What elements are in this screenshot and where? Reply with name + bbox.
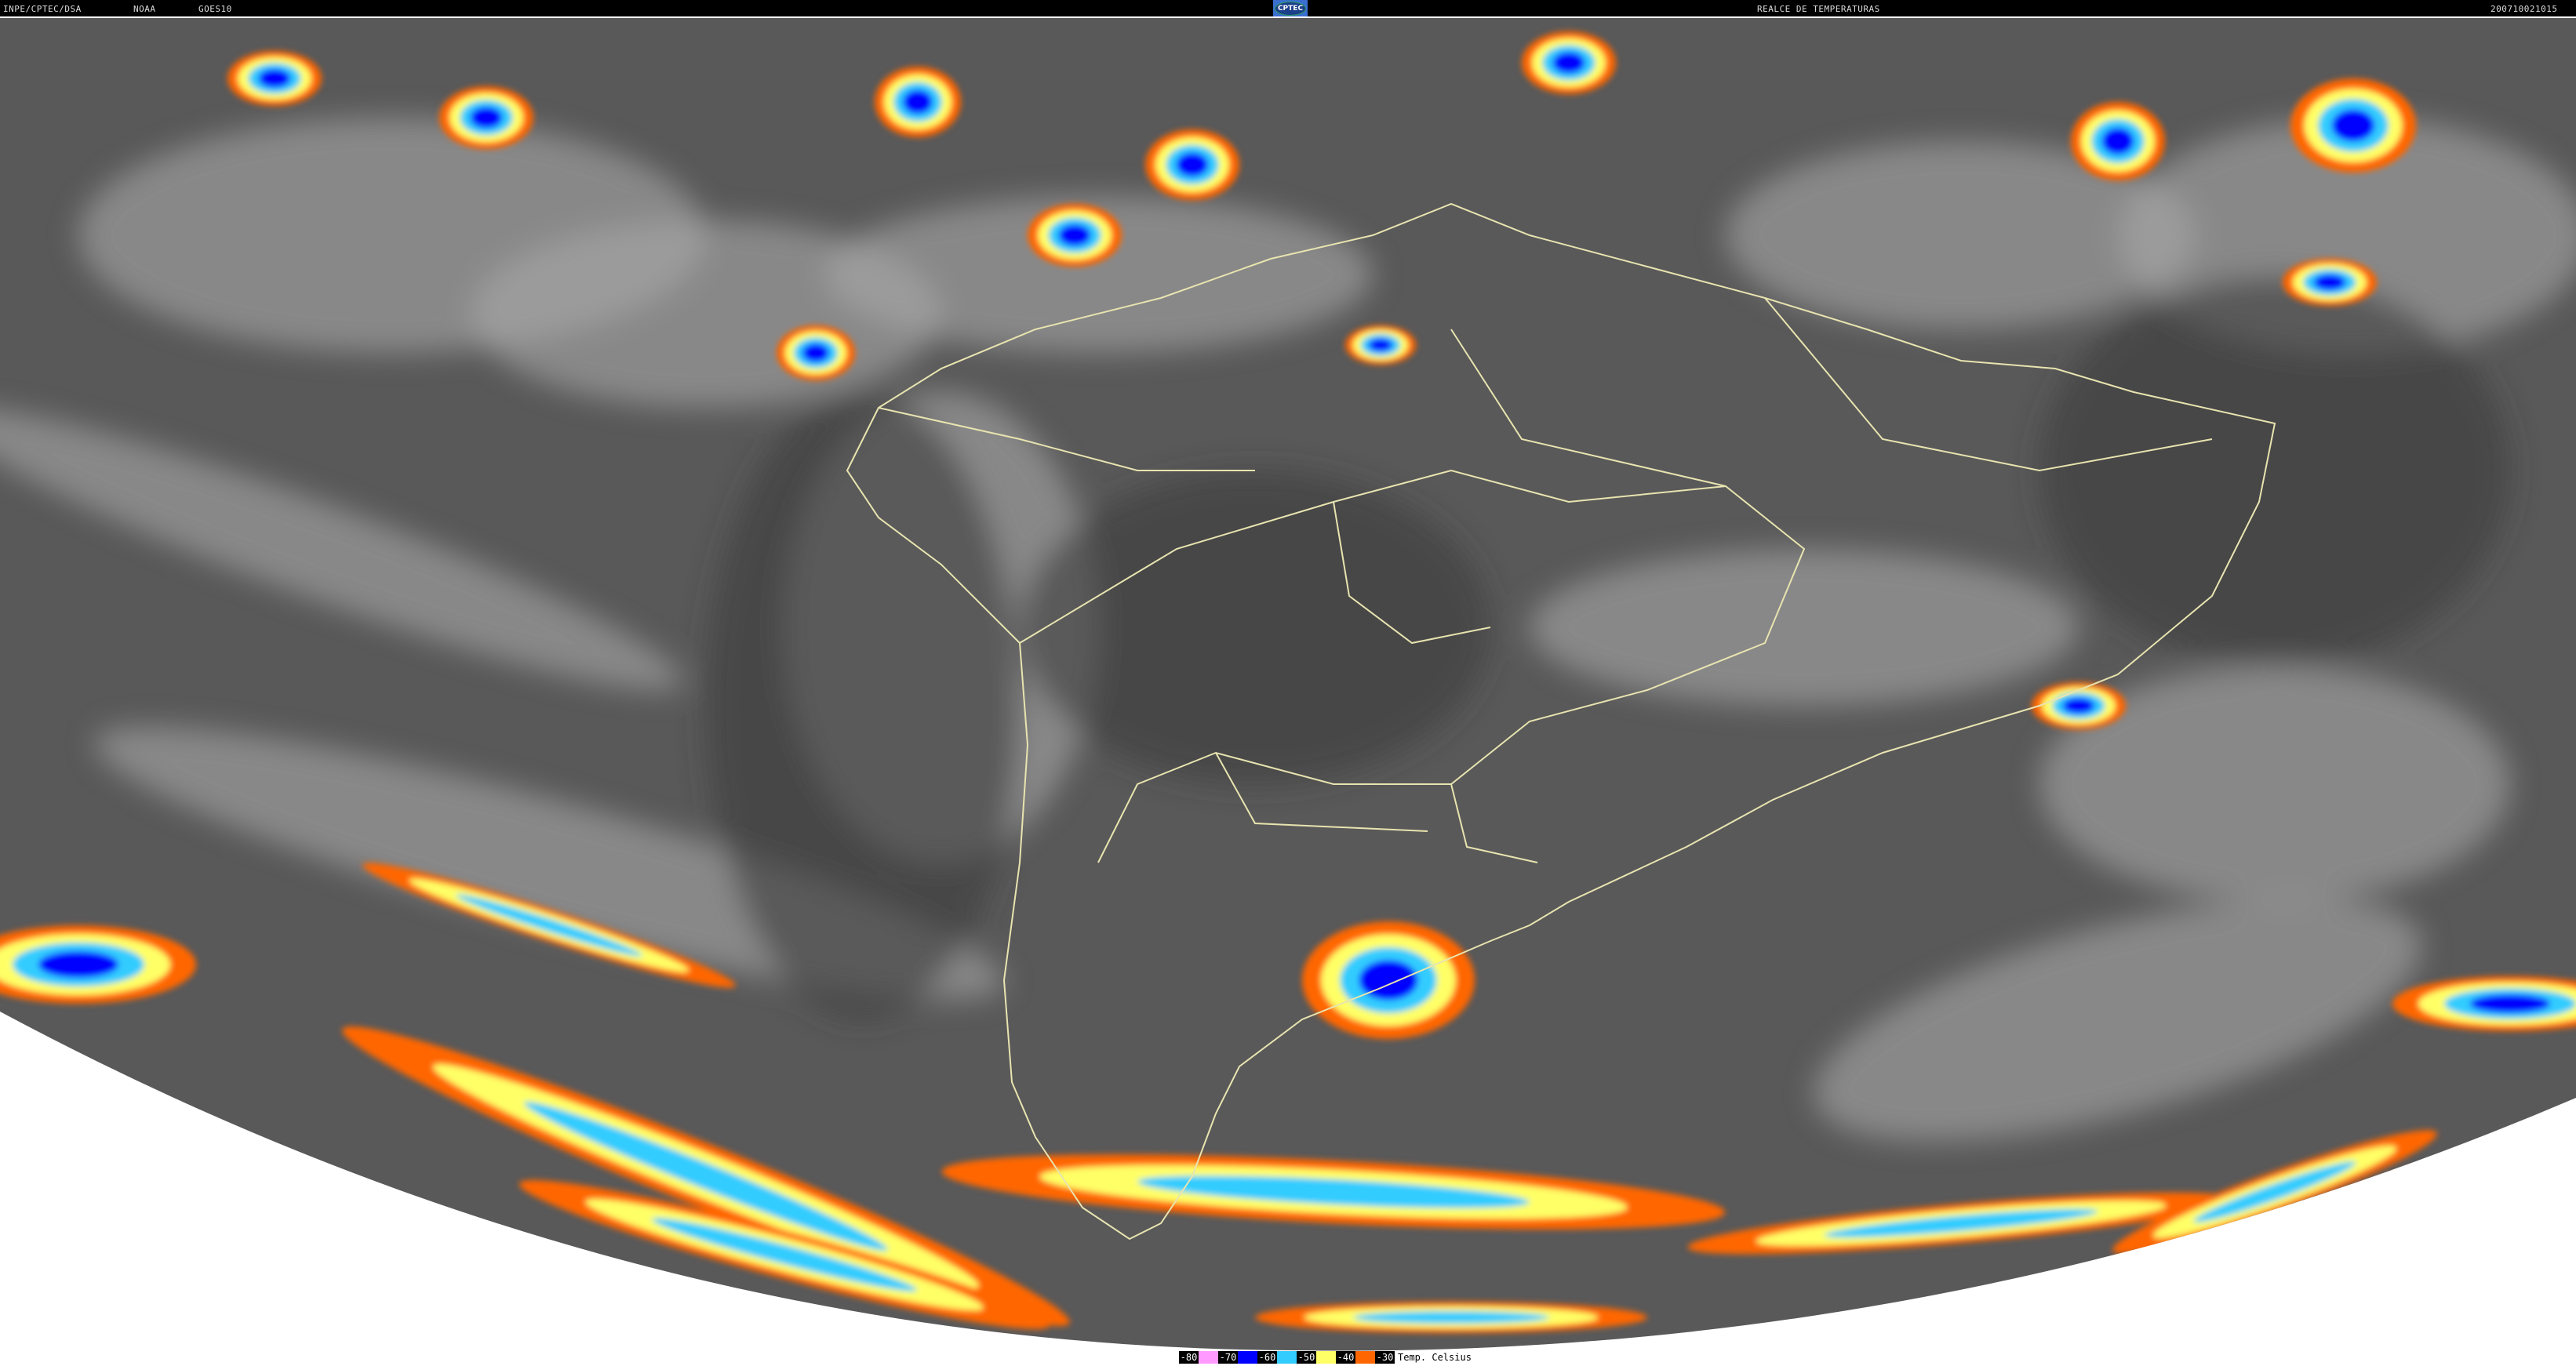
cloud-area <box>2039 667 2510 902</box>
storm-cell <box>1368 338 1393 352</box>
cloud-area <box>1814 897 2422 1142</box>
storm-cell <box>2331 109 2375 142</box>
storm-cell <box>2313 274 2346 291</box>
storm-cell <box>1058 224 1091 246</box>
storm-cell <box>1359 960 1418 1001</box>
timestamp-label: 200710021015 <box>2490 4 2558 14</box>
storm-cell <box>2062 697 2095 714</box>
legend-label-30: -30 <box>1375 1351 1395 1364</box>
satellite-label: GOES10 <box>198 4 232 14</box>
storm-cell <box>802 343 829 362</box>
storm-cell <box>38 951 118 978</box>
legend-label-60: -60 <box>1257 1351 1277 1364</box>
legend-label-50: -50 <box>1297 1351 1316 1364</box>
cold-front-band <box>2193 1161 2356 1222</box>
product-label: REALCE DE TEMPERATURAS <box>1757 4 1880 14</box>
cold-front-band <box>1353 1311 1549 1324</box>
storm-cell <box>1176 152 1209 177</box>
cold-front-band <box>651 1218 918 1292</box>
clear-area <box>706 392 1020 1019</box>
cold-front-band <box>524 1102 888 1251</box>
legend-unit-label: Temp. Celsius <box>1398 1352 1472 1363</box>
storm-cell <box>2101 128 2134 154</box>
logo-text: CPTEC <box>1275 1 1306 16</box>
cold-front-band <box>456 894 642 957</box>
legend-swatch-70 <box>1238 1351 1257 1364</box>
cloud-area <box>1530 549 2079 706</box>
country-borders <box>846 202 2276 1241</box>
storm-cell <box>2470 994 2550 1013</box>
cold-front-band <box>1824 1208 2098 1238</box>
storm-cell <box>1552 52 1585 74</box>
storm-cell <box>903 89 933 114</box>
cold-front-band <box>1137 1175 1530 1208</box>
clear-area <box>2039 274 2510 667</box>
legend-swatch-60 <box>1277 1351 1297 1364</box>
legend-label-80: -80 <box>1179 1351 1199 1364</box>
agency-label: NOAA <box>133 4 156 14</box>
storm-cell <box>470 107 503 129</box>
source-label: INPE/CPTEC/DSA <box>3 4 82 14</box>
temperature-legend: -80 -70 -60 -50 -40 -30 Temp. Celsius <box>1179 1351 1472 1364</box>
legend-swatch-80 <box>1199 1351 1218 1364</box>
legend-label-40: -40 <box>1336 1351 1355 1364</box>
cloud-area <box>824 196 1373 353</box>
clear-area <box>1020 470 1490 784</box>
image-header: INPE/CPTEC/DSA NOAA GOES10 CPTEC REALCE … <box>0 0 2576 16</box>
satellite-image <box>0 18 2576 1351</box>
legend-swatch-50 <box>1316 1351 1336 1364</box>
cloud-area <box>0 407 683 691</box>
legend-swatch-40 <box>1355 1351 1375 1364</box>
cptec-logo: CPTEC <box>1273 0 1308 16</box>
header-divider <box>0 16 2576 18</box>
storm-cell <box>258 69 291 88</box>
cloud-area <box>1726 141 2196 329</box>
legend-label-70: -70 <box>1218 1351 1238 1364</box>
